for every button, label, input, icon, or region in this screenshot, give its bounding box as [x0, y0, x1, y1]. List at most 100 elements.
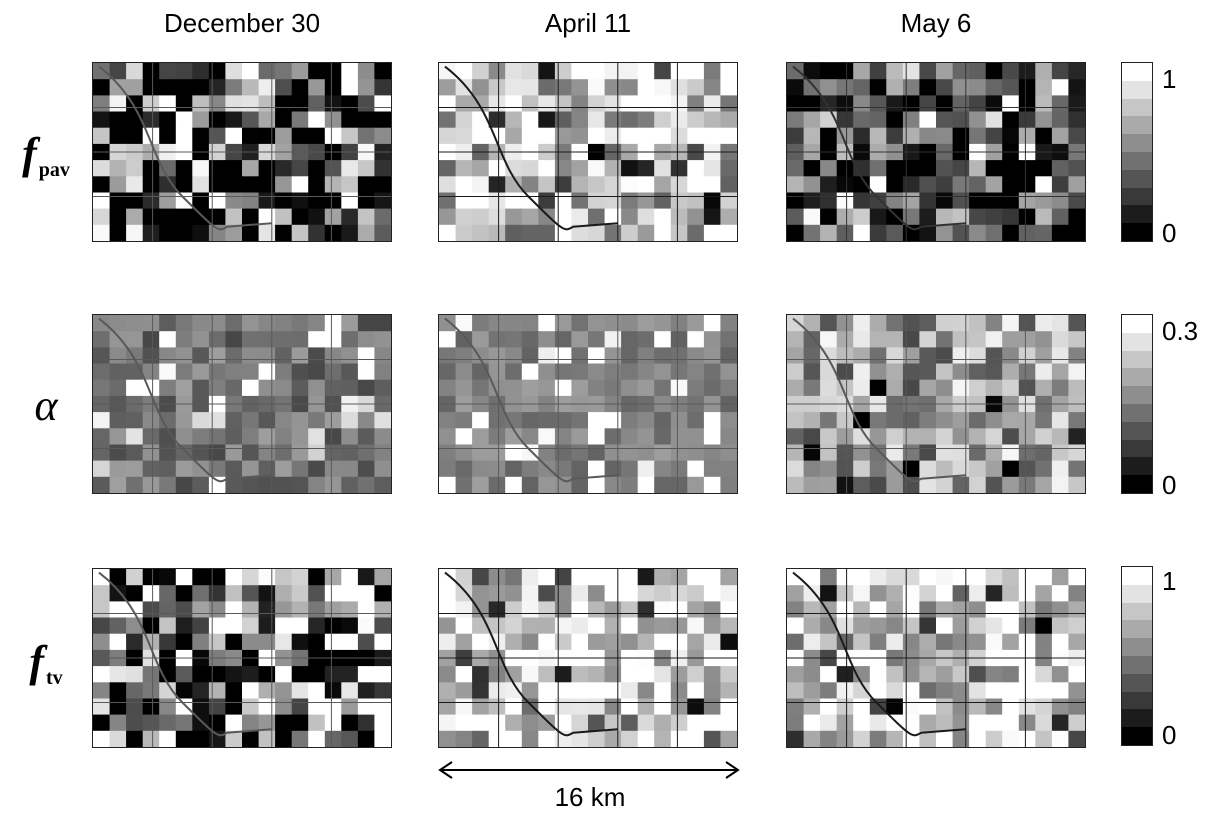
field-cell: [869, 127, 887, 145]
field-cell: [521, 666, 539, 683]
field-cell: [1068, 63, 1085, 80]
field-cell: [703, 160, 722, 177]
field-cell: [969, 601, 987, 619]
field-cell: [985, 460, 1003, 478]
field-cell: [208, 192, 227, 210]
field-cell: [291, 192, 309, 210]
field-cell: [554, 160, 573, 177]
field-cell: [1035, 79, 1053, 96]
field-cell: [902, 315, 921, 332]
field-cell: [275, 192, 293, 210]
field-cell: [488, 160, 506, 177]
field-cell: [919, 617, 937, 635]
field-cell: [142, 666, 160, 683]
field-cell: [803, 127, 821, 145]
field-cell: [687, 714, 705, 732]
field-cell: [1035, 224, 1053, 241]
field-cell: [192, 633, 210, 651]
field-cell: [985, 698, 1003, 716]
field-cell: [1002, 363, 1020, 381]
field-cell: [820, 412, 838, 429]
field-cell: [291, 208, 309, 226]
field-cell: [505, 111, 523, 129]
river-curve: [444, 65, 618, 231]
field-cell: [886, 363, 904, 381]
field-cell: [488, 601, 506, 619]
field-cell: [109, 460, 127, 478]
field-cell: [308, 666, 326, 683]
field-cell: [853, 95, 871, 113]
field-cell: [588, 379, 606, 397]
field-cell: [1068, 192, 1085, 210]
field-cell: [886, 192, 904, 210]
field-cell: [341, 363, 359, 381]
field-cell: [159, 698, 177, 716]
field-cell: [670, 633, 688, 651]
field-cell: [1002, 160, 1020, 177]
field-cell: [820, 315, 838, 332]
field-cell: [720, 95, 737, 113]
field-cell: [936, 176, 954, 194]
field-cell: [455, 379, 473, 397]
field-cell: [687, 412, 705, 429]
field-mosaic: [93, 315, 391, 493]
field-cell: [521, 682, 539, 700]
field-cell: [836, 363, 854, 381]
field-cell: [538, 633, 556, 651]
field-cell: [588, 95, 606, 113]
colorbar-step: [1122, 620, 1152, 639]
field-cell: [357, 95, 376, 113]
field-cell: [919, 176, 937, 194]
field-cell: [803, 617, 821, 635]
field-cell: [604, 428, 622, 446]
field-cell: [488, 79, 506, 96]
field-cell: [637, 682, 655, 700]
field-cell: [969, 617, 987, 635]
field-cell: [258, 476, 276, 493]
field-cell: [455, 444, 473, 462]
field-cell: [720, 160, 737, 177]
field-cell: [291, 412, 309, 429]
field-cell: [654, 347, 672, 365]
field-cell: [1035, 160, 1053, 177]
field-cell: [637, 192, 655, 210]
field-cell: [1035, 347, 1053, 365]
field-cell: [1051, 63, 1070, 80]
field-cell: [324, 730, 342, 747]
field-cell: [308, 730, 326, 747]
field-cell: [720, 428, 737, 446]
field-cell: [341, 95, 359, 113]
field-cell: [109, 331, 127, 348]
field-cell: [126, 63, 144, 80]
field-cell: [324, 698, 342, 716]
field-cell: [142, 79, 160, 96]
field-cell: [308, 127, 326, 145]
field-cell: [93, 176, 111, 194]
field-cell: [439, 617, 457, 635]
colorbar-step: [1122, 350, 1152, 369]
field-cell: [521, 160, 539, 177]
field-cell: [291, 585, 309, 602]
field-cell: [621, 63, 639, 80]
field-cell: [869, 601, 887, 619]
field-cell: [455, 617, 473, 635]
field-cell: [919, 601, 937, 619]
field-cell: [93, 363, 111, 381]
river-curve: [98, 317, 272, 483]
field-cell: [703, 63, 722, 80]
field-mosaic: [93, 63, 391, 241]
field-cell: [308, 331, 326, 348]
field-cell: [853, 460, 871, 478]
field-cell: [488, 714, 506, 732]
field-cell: [374, 208, 391, 226]
field-cell: [488, 476, 506, 493]
field-cell: [1051, 127, 1070, 145]
field-cell: [126, 160, 144, 177]
field-cell: [538, 63, 556, 80]
field-cell: [341, 698, 359, 716]
field-cell: [670, 363, 688, 381]
field-cell: [291, 666, 309, 683]
field-cell: [886, 633, 904, 651]
field-cell: [936, 347, 954, 365]
field-cell: [969, 412, 987, 429]
